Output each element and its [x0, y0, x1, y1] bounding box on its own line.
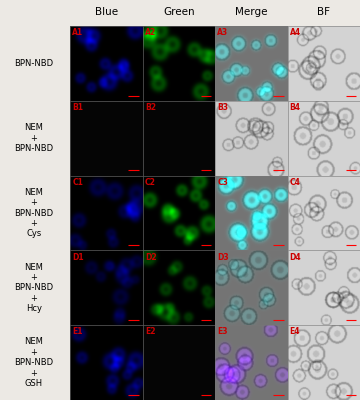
Text: Green: Green [163, 7, 195, 17]
Text: NEM
+
BPN-NBD
+
Cys: NEM + BPN-NBD + Cys [14, 188, 53, 238]
Text: NEM
+
BPN-NBD: NEM + BPN-NBD [14, 123, 53, 153]
Text: C3: C3 [217, 178, 228, 187]
Text: C4: C4 [290, 178, 301, 187]
Text: B3: B3 [217, 103, 228, 112]
Text: Blue: Blue [95, 7, 118, 17]
Text: A2: A2 [145, 28, 156, 37]
Text: NEM
+
BPN-NBD
+
GSH: NEM + BPN-NBD + GSH [14, 337, 53, 388]
Text: NEM
+
BPN-NBD
+
Hcy: NEM + BPN-NBD + Hcy [14, 262, 53, 313]
Text: D4: D4 [290, 253, 301, 262]
Text: E4: E4 [290, 328, 300, 336]
Text: BPN-NBD: BPN-NBD [14, 59, 53, 68]
Text: Merge: Merge [235, 7, 267, 17]
Text: D3: D3 [217, 253, 229, 262]
Text: D2: D2 [145, 253, 157, 262]
Text: E2: E2 [145, 328, 155, 336]
Text: A1: A1 [72, 28, 84, 37]
Text: E3: E3 [217, 328, 228, 336]
Text: B1: B1 [72, 103, 84, 112]
Text: E1: E1 [72, 328, 83, 336]
Text: B2: B2 [145, 103, 156, 112]
Text: BF: BF [317, 7, 330, 17]
Text: B4: B4 [290, 103, 301, 112]
Text: A4: A4 [290, 28, 301, 37]
Text: D1: D1 [72, 253, 84, 262]
Text: C2: C2 [145, 178, 156, 187]
Text: A3: A3 [217, 28, 228, 37]
Text: C1: C1 [72, 178, 83, 187]
